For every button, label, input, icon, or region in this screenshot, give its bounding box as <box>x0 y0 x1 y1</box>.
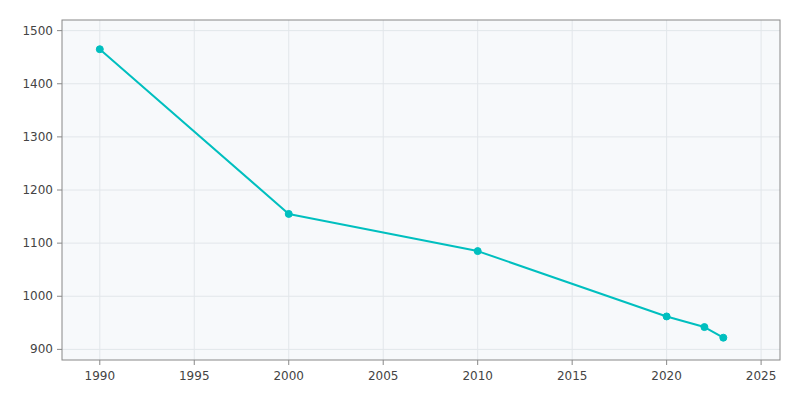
x-tick-label: 2005 <box>368 369 399 383</box>
x-tick <box>194 360 195 365</box>
y-grid-line <box>62 30 780 31</box>
y-tick-label: 1500 <box>22 24 53 38</box>
x-tick-label: 1990 <box>85 369 116 383</box>
x-tick-label: 1995 <box>179 369 210 383</box>
point <box>663 313 670 320</box>
y-tick-label: 1200 <box>22 183 53 197</box>
y-tick <box>57 296 62 297</box>
x-tick <box>761 360 762 365</box>
x-tick <box>572 360 573 365</box>
point <box>701 324 708 331</box>
y-grid-line <box>62 243 780 244</box>
x-tick <box>383 360 384 365</box>
x-tick-label: 2015 <box>557 369 588 383</box>
y-grid-line <box>62 83 780 84</box>
point <box>720 334 727 341</box>
chart-svg: 1990 1995 2000 2005 2010 2015 2020 2025 900 1000 1… <box>0 0 800 400</box>
x-tick-label: 2000 <box>273 369 304 383</box>
y-tick-label: 1100 <box>22 236 53 250</box>
y-tick <box>57 349 62 350</box>
y-tick <box>57 190 62 191</box>
y-tick-label: 900 <box>30 342 53 356</box>
plot-background <box>62 20 780 360</box>
y-tick <box>57 136 62 137</box>
chart-container: 1990 1995 2000 2005 2010 2015 2020 2025 900 1000 1… <box>0 0 800 400</box>
x-tick <box>666 360 667 365</box>
x-tick-label: 2025 <box>746 369 777 383</box>
y-grid-line <box>62 136 780 137</box>
plot-frame <box>62 20 780 360</box>
y-tick <box>57 30 62 31</box>
x-tick <box>99 360 100 365</box>
point <box>96 46 103 53</box>
y-tick <box>57 243 62 244</box>
x-tick-label: 2010 <box>462 369 493 383</box>
point <box>285 210 292 217</box>
y-grid-line <box>62 190 780 191</box>
grid <box>62 20 780 360</box>
y-grid-line <box>62 296 780 297</box>
point <box>474 248 481 255</box>
y-tick-label: 1400 <box>22 77 53 91</box>
x-tick <box>477 360 478 365</box>
data-group <box>96 46 727 341</box>
x-tick <box>288 360 289 365</box>
y-tick-label: 1000 <box>22 289 53 303</box>
y-grid-line <box>62 349 780 350</box>
x-tick-label: 2020 <box>651 369 682 383</box>
y-tick-label: 1300 <box>22 130 53 144</box>
y-tick <box>57 83 62 84</box>
axes: 1990 1995 2000 2005 2010 2015 2020 2025 900 1000 1… <box>22 24 776 383</box>
line <box>100 49 724 337</box>
